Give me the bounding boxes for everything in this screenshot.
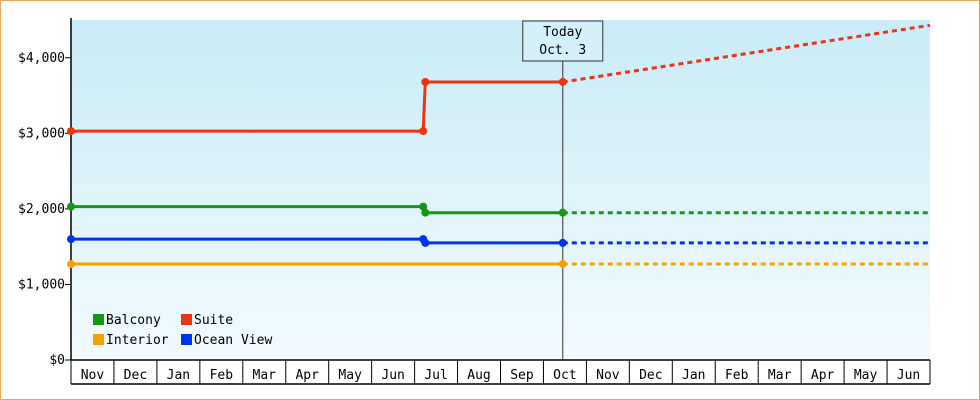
series-point-ocean-view (67, 235, 75, 244)
x-tick-label: Apr (811, 368, 835, 383)
chart-legend: Balcony Suite Interior Ocean View (93, 313, 272, 348)
series-point-balcony (558, 208, 567, 217)
today-label-line2: Oct. 3 (539, 43, 586, 58)
y-tick-label: $0 (49, 353, 65, 368)
x-tick-label: Jan (682, 368, 705, 383)
today-marker: Today Oct. 3 (522, 20, 604, 360)
legend-label: Suite (194, 313, 233, 328)
legend-swatch (181, 314, 192, 325)
x-tick-label: Mar (768, 368, 792, 383)
legend-label: Ocean View (194, 333, 272, 348)
x-tick-label: Apr (295, 368, 319, 383)
x-tick-label: Jul (424, 368, 447, 383)
today-label-box (522, 20, 604, 62)
series-forecast-suite (562, 23, 931, 84)
y-axis: $0 $1,000 $2,000 $3,000 $4,000 (18, 18, 72, 368)
series-point-interior (67, 260, 75, 269)
series-point-ocean-view (558, 238, 567, 247)
legend-swatch (93, 314, 104, 325)
y-tick-label: $2,000 (18, 202, 65, 217)
x-tick-label: Nov (596, 368, 620, 383)
legend-label: Balcony (106, 313, 161, 328)
series-point-suite (558, 77, 567, 86)
x-tick-label: May (854, 368, 878, 383)
series-point-suite (67, 127, 75, 136)
series-point-balcony (421, 208, 430, 217)
x-tick-label: Aug (467, 368, 490, 383)
today-label-line1: Today (543, 25, 582, 40)
series-point-suite (421, 77, 430, 86)
series-point-balcony (419, 202, 428, 211)
x-tick-label: Dec (124, 368, 147, 383)
legend-swatch (93, 334, 104, 345)
x-tick-label: Dec (639, 368, 662, 383)
legend-label: Interior (106, 333, 169, 348)
x-axis: Nov Dec Jan Feb Mar Apr May Jun Jul Aug Sep Oct Nov D… (70, 359, 931, 385)
y-tick-label: $1,000 (18, 277, 65, 292)
x-tick-label: Oct (553, 368, 576, 383)
legend-swatch (181, 334, 192, 345)
y-tick-label: $3,000 (18, 126, 65, 141)
series-point-balcony (67, 202, 75, 211)
series-point-ocean-view (421, 238, 430, 247)
x-tick-label: Jan (167, 368, 190, 383)
series-lines (67, 23, 931, 269)
series-point-suite (419, 127, 428, 136)
x-tick-label: May (338, 368, 362, 383)
x-tick-label: Sep (510, 368, 534, 383)
x-tick-label: Mar (253, 368, 277, 383)
x-tick-label: Jun (897, 368, 920, 383)
x-tick-label: Nov (81, 368, 105, 383)
y-tick-label: $4,000 (18, 51, 65, 66)
plot-background (71, 20, 930, 360)
series-point-interior (558, 260, 567, 269)
x-tick-label: Feb (210, 368, 234, 383)
x-tick-label: Feb (725, 368, 749, 383)
x-tick-label: Jun (381, 368, 404, 383)
series-line-suite (71, 80, 563, 133)
